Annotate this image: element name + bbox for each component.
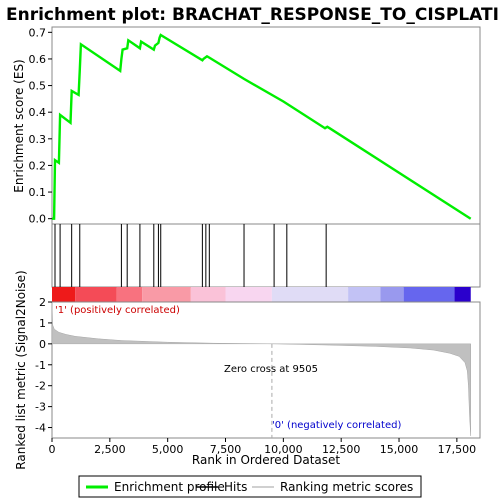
heat-segment [75,287,117,302]
hits-panel [51,223,481,288]
metric-panel: 210-1-2-3-4 '1' (positively correlated) … [14,270,481,470]
enrichment-profile-line [52,33,472,220]
metric-ytick-label: -3 [35,401,46,414]
chart-title: Enrichment plot: BRACHAT_RESPONSE_TO_CIS… [6,5,500,25]
legend-label: Hits [224,480,247,494]
heat-segment [271,287,349,302]
metric-ytick-label: -1 [35,359,46,372]
es-ytick-label: 0.4 [29,106,47,119]
hits-area [51,223,481,288]
ranking-metric-area [51,301,471,436]
es-plot-area [51,26,481,225]
heat-segment [454,287,471,302]
es-ytick-label: 0.2 [29,159,47,172]
x-tick-label: 17,500 [438,443,477,456]
heat-segment [190,287,226,302]
legend: Enrichment profile Hits Ranking metric sco… [78,475,422,498]
x-tick-label: 12,500 [322,443,361,456]
heat-segment [225,287,272,302]
es-ytick-label: 0.7 [29,26,47,39]
es-ytick-label: 0.6 [29,53,47,66]
heat-segment [52,287,76,302]
x-tick-label: 2,500 [94,443,126,456]
heat-segment [348,287,381,302]
es-axis-label: Enrichment score (ES) [12,59,26,192]
es-ytick-label: 0.5 [29,80,47,93]
rank-heat-bar [52,287,471,302]
positive-correlation-label: '1' (positively correlated) [55,305,180,316]
heat-segment [403,287,455,302]
es-ytick-label: 0.1 [29,186,47,199]
legend-label: Enrichment profile [114,480,225,494]
zero-cross-label: Zero cross at 9505 [224,364,318,375]
es-ytick-label: 0.0 [29,213,47,226]
legend-label: Ranking metric scores [280,480,413,494]
x-tick-label: 0 [49,443,56,456]
metric-ytick-label: 1 [39,317,46,330]
es-panel: 0.0 0.1 0.2 0.3 0.4 0.5 0.6 0.7 Enrichment scor… [12,26,481,226]
metric-axis-label: Ranked list metric (Signal2Noise) [14,270,28,469]
x-tick-label: 7,500 [210,443,242,456]
metric-ytick-label: 0 [39,338,46,351]
metric-ytick-label: 2 [39,296,46,309]
metric-plot-area [51,301,481,439]
x-tick-label: 5,000 [152,443,184,456]
heat-segment [380,287,404,302]
negative-correlation-label: '0' (negatively correlated) [272,420,401,431]
x-tick-label: 15,000 [380,443,419,456]
x-axis-label: Rank in Ordered Dataset [192,453,340,467]
metric-ytick-label: -2 [35,380,46,393]
es-ytick-label: 0.3 [29,133,47,146]
heat-segment [142,287,191,302]
heat-segment [116,287,143,302]
x-tick-label: 10,000 [264,443,303,456]
metric-ytick-label: -4 [35,422,46,435]
legend-box [78,475,422,498]
